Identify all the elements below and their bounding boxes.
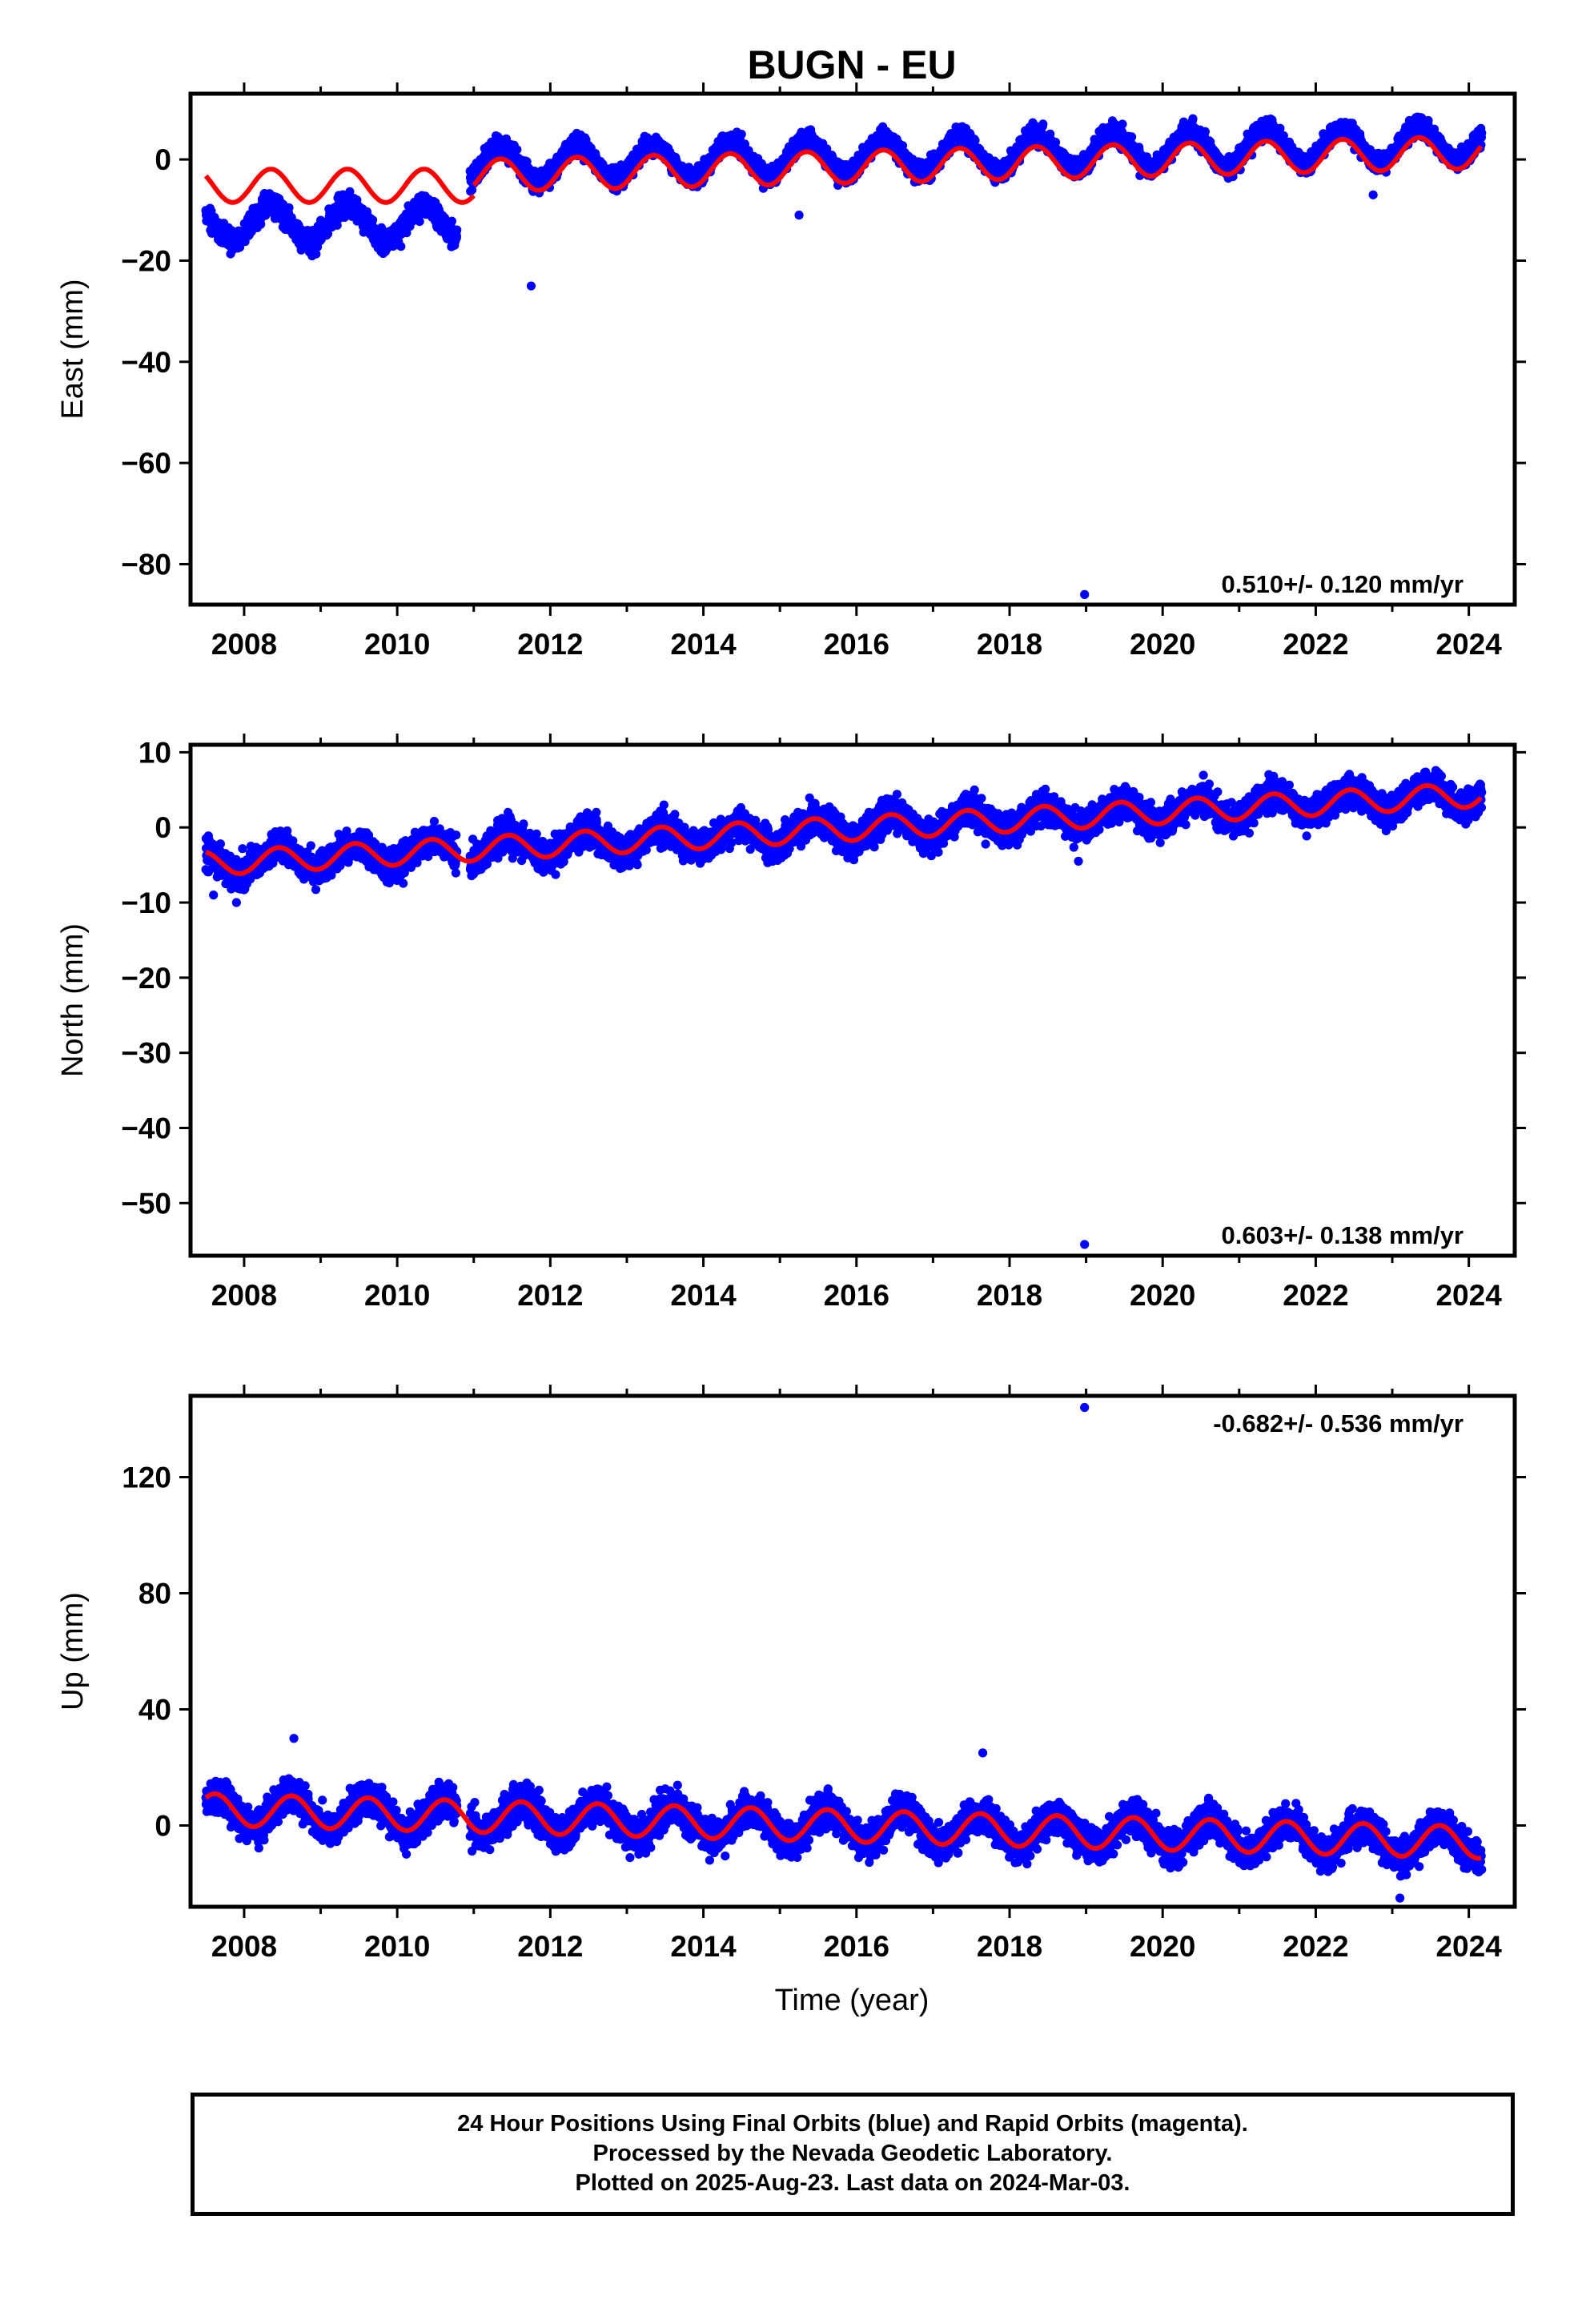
data-point [1188,114,1198,123]
data-point [284,203,294,212]
plot-area [201,112,1487,599]
data-point [311,249,321,259]
data-point [1038,119,1048,129]
data-point [256,219,266,229]
data-point [323,229,333,239]
data-point [737,130,746,139]
data-point [970,135,980,145]
data-point [415,217,424,227]
data-point [512,145,522,155]
data-point [447,216,457,226]
data-point [367,215,378,225]
data-point [1200,127,1210,136]
data-points [201,112,1487,599]
data-point [339,212,349,222]
data-point [396,242,406,251]
data-point [1127,132,1137,142]
data-point [345,187,355,196]
data-point [1118,119,1127,129]
data-point [452,225,462,235]
figure-title: BUGN - EU [747,42,956,87]
data-point [1050,138,1061,147]
east-panel: 2008 2010 2012 2014 2016 2018 2020 2022 20240−20… [56,82,1526,661]
